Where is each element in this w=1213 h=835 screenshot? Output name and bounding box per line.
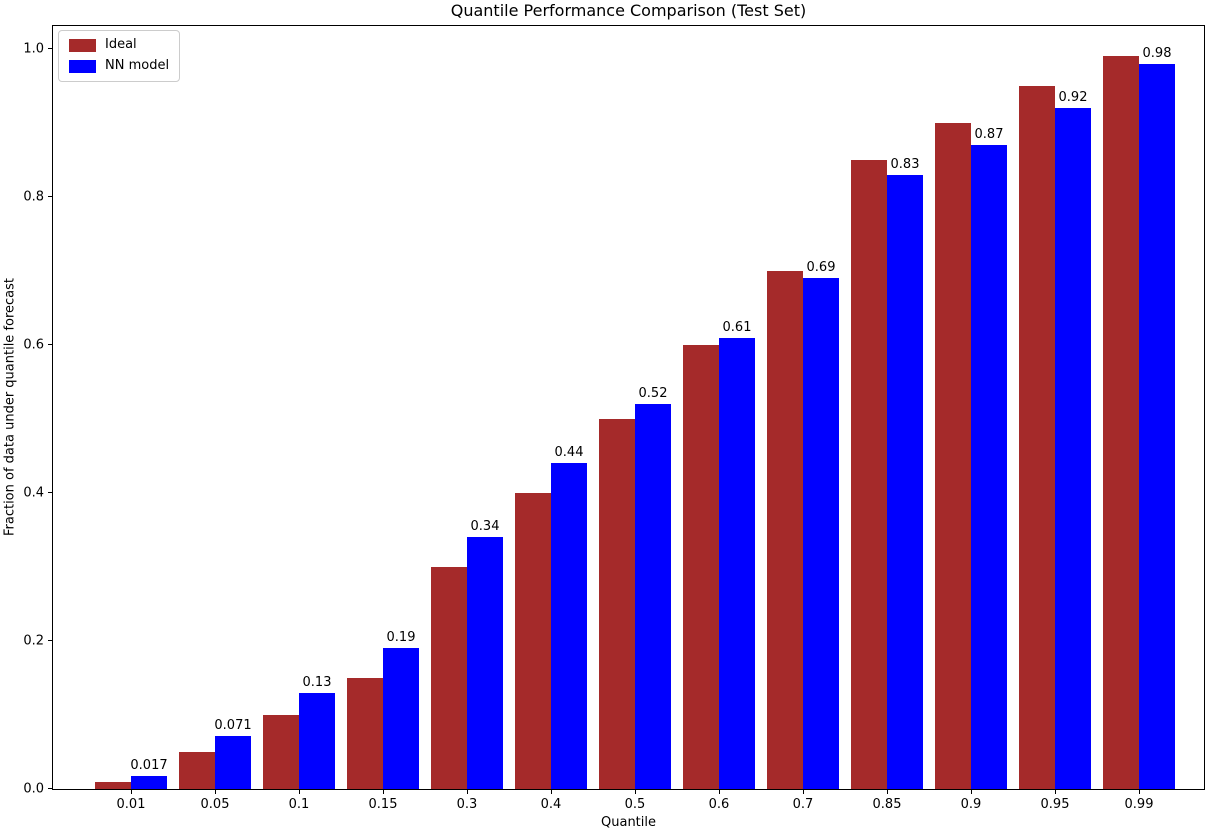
bar-value-label: 0.87 (974, 127, 1004, 143)
bar-ideal (767, 271, 803, 789)
x-tick-mark (803, 790, 804, 794)
bar-nn-model (1055, 108, 1091, 789)
x-tick-label: 0.5 (624, 797, 646, 812)
y-tick-mark (48, 640, 52, 641)
bar-ideal (515, 493, 551, 789)
bar-ideal (1019, 86, 1055, 789)
bar-ideal (95, 781, 131, 789)
legend-item-nn-model: NN model (69, 58, 170, 74)
bar-ideal (347, 678, 383, 789)
y-axis-title: Fraction of data under quantile forecast (2, 277, 18, 537)
bar-value-label: 0.071 (214, 718, 252, 734)
x-tick-mark (635, 790, 636, 794)
x-tick-mark (383, 790, 384, 794)
x-tick-mark (1139, 790, 1140, 794)
x-tick-label: 0.85 (872, 797, 902, 812)
y-tick-mark (48, 492, 52, 493)
x-tick-mark (887, 790, 888, 794)
bar-ideal (935, 123, 971, 789)
legend-item-ideal: Ideal (69, 37, 169, 52)
legend: Ideal NN model (58, 30, 181, 82)
x-tick-mark (971, 790, 972, 794)
x-tick-label: 0.95 (1040, 797, 1070, 812)
bar-ideal (179, 752, 215, 789)
bar-ideal (683, 345, 719, 789)
x-tick-mark (1055, 790, 1056, 794)
bar-nn-model (719, 337, 755, 789)
bar-ideal (851, 160, 887, 789)
bar-ideal (599, 419, 635, 789)
y-tick-label: 0.0 (23, 781, 44, 797)
x-tick-label: 0.15 (368, 797, 398, 812)
y-tick-label: 0.4 (23, 485, 44, 501)
x-tick-label: 0.99 (1124, 797, 1154, 812)
bar-value-label: 0.92 (1058, 90, 1088, 106)
x-tick-label: 0.01 (116, 797, 146, 812)
legend-label-ideal: Ideal (105, 37, 137, 52)
x-tick-mark (299, 790, 300, 794)
y-tick-label: 1.0 (23, 41, 44, 57)
bar-nn-model (1139, 63, 1175, 789)
legend-swatch-ideal (69, 38, 96, 52)
plot-area: Ideal NN model 0.017 0.071 0.13 0.19 0.34 0.4… (23, 25, 1205, 812)
bar-ideal (1103, 56, 1139, 789)
bar-nn-model (635, 404, 671, 789)
y-tick-label: 0.8 (23, 189, 44, 205)
bar-value-label: 0.98 (1142, 45, 1172, 61)
y-tick-label: 0.6 (23, 337, 44, 353)
bar-nn-model (971, 145, 1007, 789)
y-tick-mark (48, 48, 52, 49)
x-tick-mark (215, 790, 216, 794)
bar-ideal (263, 715, 299, 789)
x-tick-mark (467, 790, 468, 794)
x-tick-mark (719, 790, 720, 794)
legend-label-nn-model: NN model (105, 58, 170, 74)
x-tick-label: 0.6 (708, 797, 730, 812)
bar-value-label: 0.69 (806, 260, 836, 276)
bar-nn-model (299, 692, 335, 789)
x-tick-label: 0.05 (200, 797, 230, 812)
bar-nn-model (551, 463, 587, 789)
bar-nn-model (467, 537, 503, 789)
x-tick-label: 0.7 (792, 797, 814, 812)
bar-value-label: 0.83 (890, 156, 920, 172)
bar-value-label: 0.61 (722, 319, 752, 335)
bar-value-label: 0.13 (302, 674, 332, 690)
bar-value-label: 0.44 (554, 445, 584, 461)
bar-value-label: 0.19 (386, 630, 416, 646)
bar-value-label: 0.52 (638, 386, 668, 402)
x-tick-mark (131, 790, 132, 794)
bar-ideal (431, 567, 467, 789)
bar-nn-model (215, 736, 251, 789)
y-tick-mark (48, 344, 52, 345)
bar-nn-model (131, 776, 167, 789)
x-tick-label: 0.3 (456, 797, 478, 812)
bar-value-label: 0.017 (130, 758, 168, 774)
legend-swatch-nn-model (69, 59, 96, 73)
x-axis-title: Quantile (601, 815, 656, 830)
bar-nn-model (887, 174, 923, 789)
x-tick-label: 0.9 (960, 797, 982, 812)
x-tick-label: 0.1 (288, 797, 310, 812)
y-tick-label: 0.2 (23, 633, 44, 649)
x-tick-mark (551, 790, 552, 794)
y-tick-mark (48, 788, 52, 789)
bar-nn-model (803, 278, 839, 789)
chart-title: Quantile Performance Comparison (Test Se… (450, 1, 807, 20)
y-tick-mark (48, 196, 52, 197)
bar-nn-model (383, 648, 419, 789)
x-tick-label: 0.4 (540, 797, 562, 812)
bar-value-label: 0.34 (470, 519, 500, 535)
